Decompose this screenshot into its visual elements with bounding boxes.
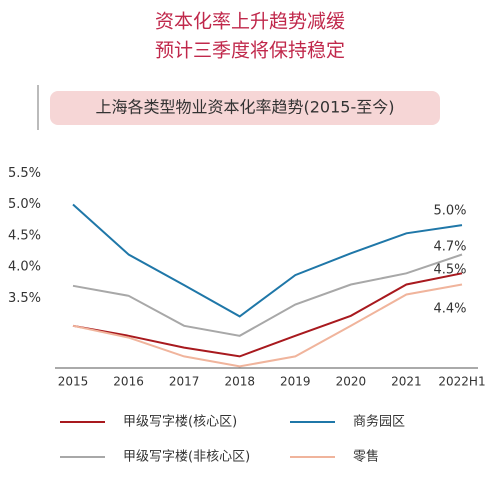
subtitle: 预计三季度将保持稳定 [155,40,345,62]
title: 资本化率上升趋势减缓 [155,11,345,33]
series-line [72,253,463,337]
series-line [72,283,463,368]
annotation: 4.7% [433,240,466,255]
y-tick-label: 4.5% [8,228,41,243]
legend-label: 零售 [353,449,379,465]
y-tick-label: 5.5% [8,166,41,181]
x-tick-label: 2022H1 [438,375,485,389]
x-tick-label: 2017 [169,375,200,389]
x-tick-label: 2015 [58,375,89,389]
annotation: 4.5% [433,263,466,278]
y-tick-label: 4.0% [8,260,41,275]
y-tick-label: 5.0% [8,197,41,212]
x-tick-label: 2018 [224,375,255,389]
x-tick-label: 2020 [336,375,367,389]
x-tick-label: 2019 [280,375,311,389]
series-line [72,203,463,318]
chart-title: 上海各类型物业资本化率趋势(2015-至今) [96,98,395,117]
series-line [72,272,463,358]
annotation: 4.4% [433,302,466,317]
x-tick-label: 2016 [113,375,144,389]
x-tick-label: 2021 [391,375,422,389]
annotation: 5.0% [433,204,466,219]
legend-label: 甲级写字楼(核心区) [123,415,237,430]
y-tick-label: 3.5% [8,291,41,306]
legend-label: 商务园区 [353,414,405,430]
legend-label: 甲级写字楼(非核心区) [123,450,250,465]
banner [50,91,440,125]
